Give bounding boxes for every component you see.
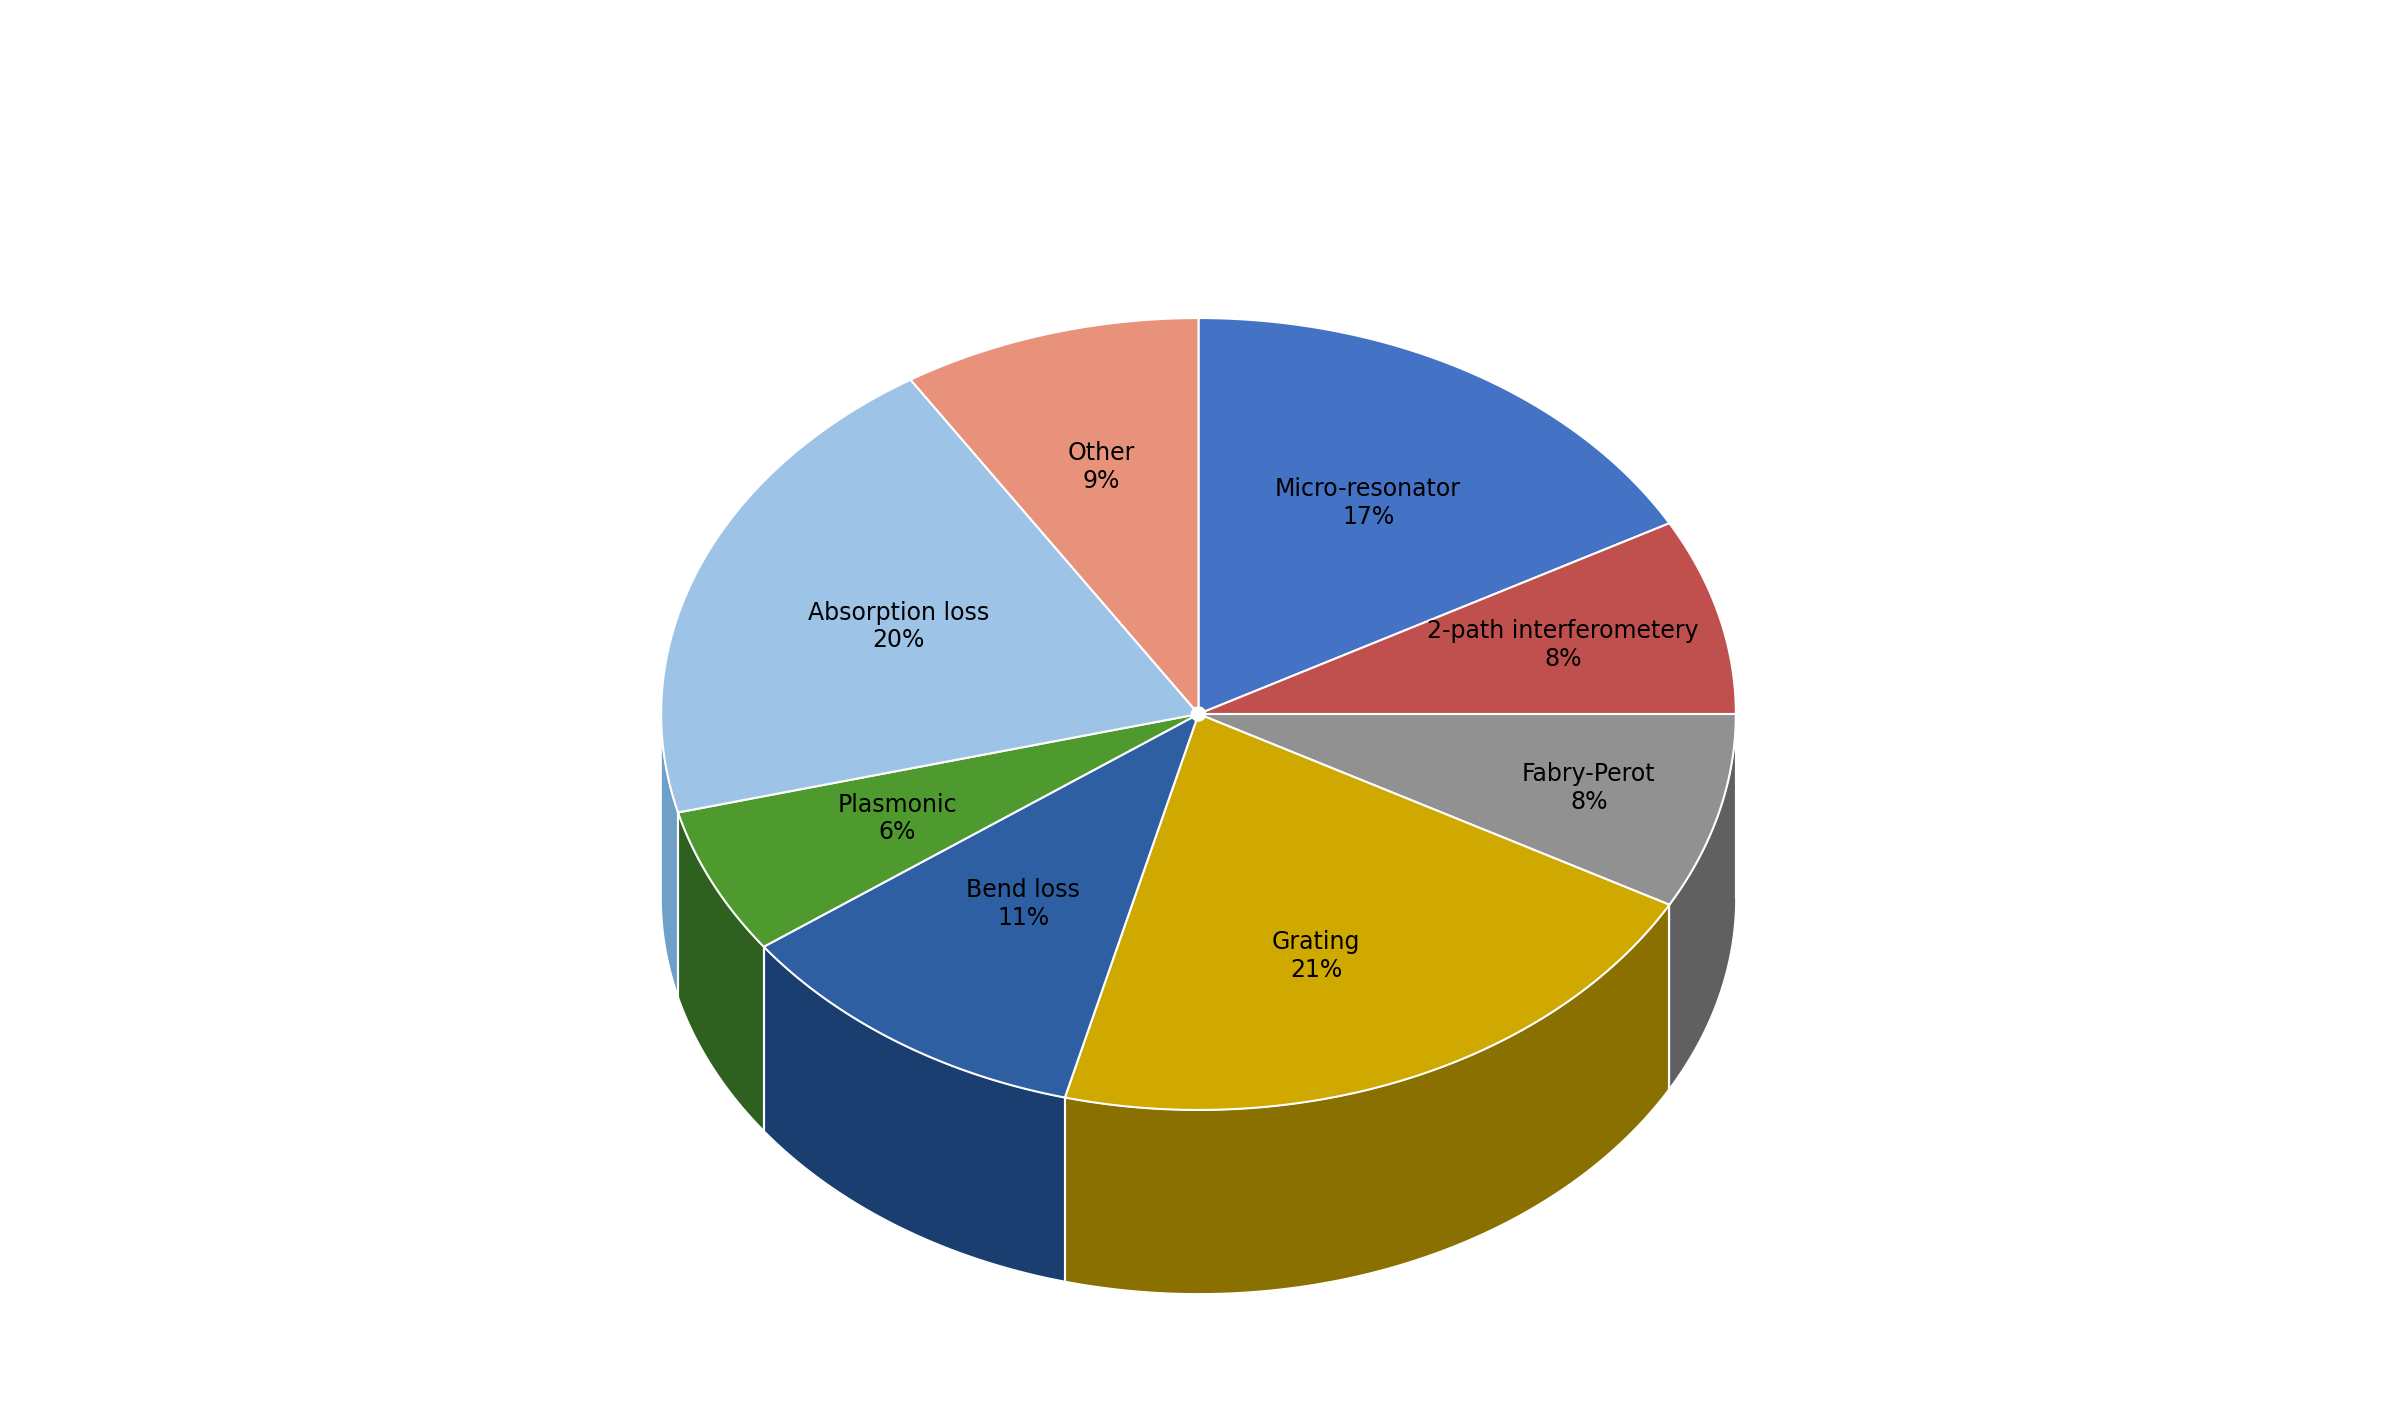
Text: Micro-resonator
17%: Micro-resonator 17% (1275, 477, 1462, 528)
Polygon shape (678, 714, 1198, 947)
Polygon shape (1064, 714, 1668, 1110)
Text: Fabry-Perot
8%: Fabry-Perot 8% (1522, 763, 1656, 814)
Polygon shape (1668, 714, 1735, 1088)
Polygon shape (1198, 318, 1668, 714)
Circle shape (1191, 707, 1206, 721)
Polygon shape (911, 318, 1198, 714)
Polygon shape (678, 813, 765, 1131)
Text: 2-path interferometery
8%: 2-path interferometery 8% (1426, 620, 1699, 671)
Text: Grating
21%: Grating 21% (1273, 931, 1359, 982)
Polygon shape (765, 947, 1064, 1281)
Polygon shape (765, 714, 1198, 1098)
Polygon shape (662, 380, 1198, 813)
Polygon shape (662, 717, 678, 997)
Text: Absorption loss
20%: Absorption loss 20% (808, 601, 990, 653)
Text: Other
9%: Other 9% (1067, 441, 1134, 493)
Polygon shape (1198, 523, 1735, 714)
Text: Bend loss
11%: Bend loss 11% (966, 878, 1081, 930)
Polygon shape (1064, 905, 1668, 1294)
Polygon shape (1198, 714, 1735, 905)
Text: Plasmonic
6%: Plasmonic 6% (837, 793, 956, 844)
